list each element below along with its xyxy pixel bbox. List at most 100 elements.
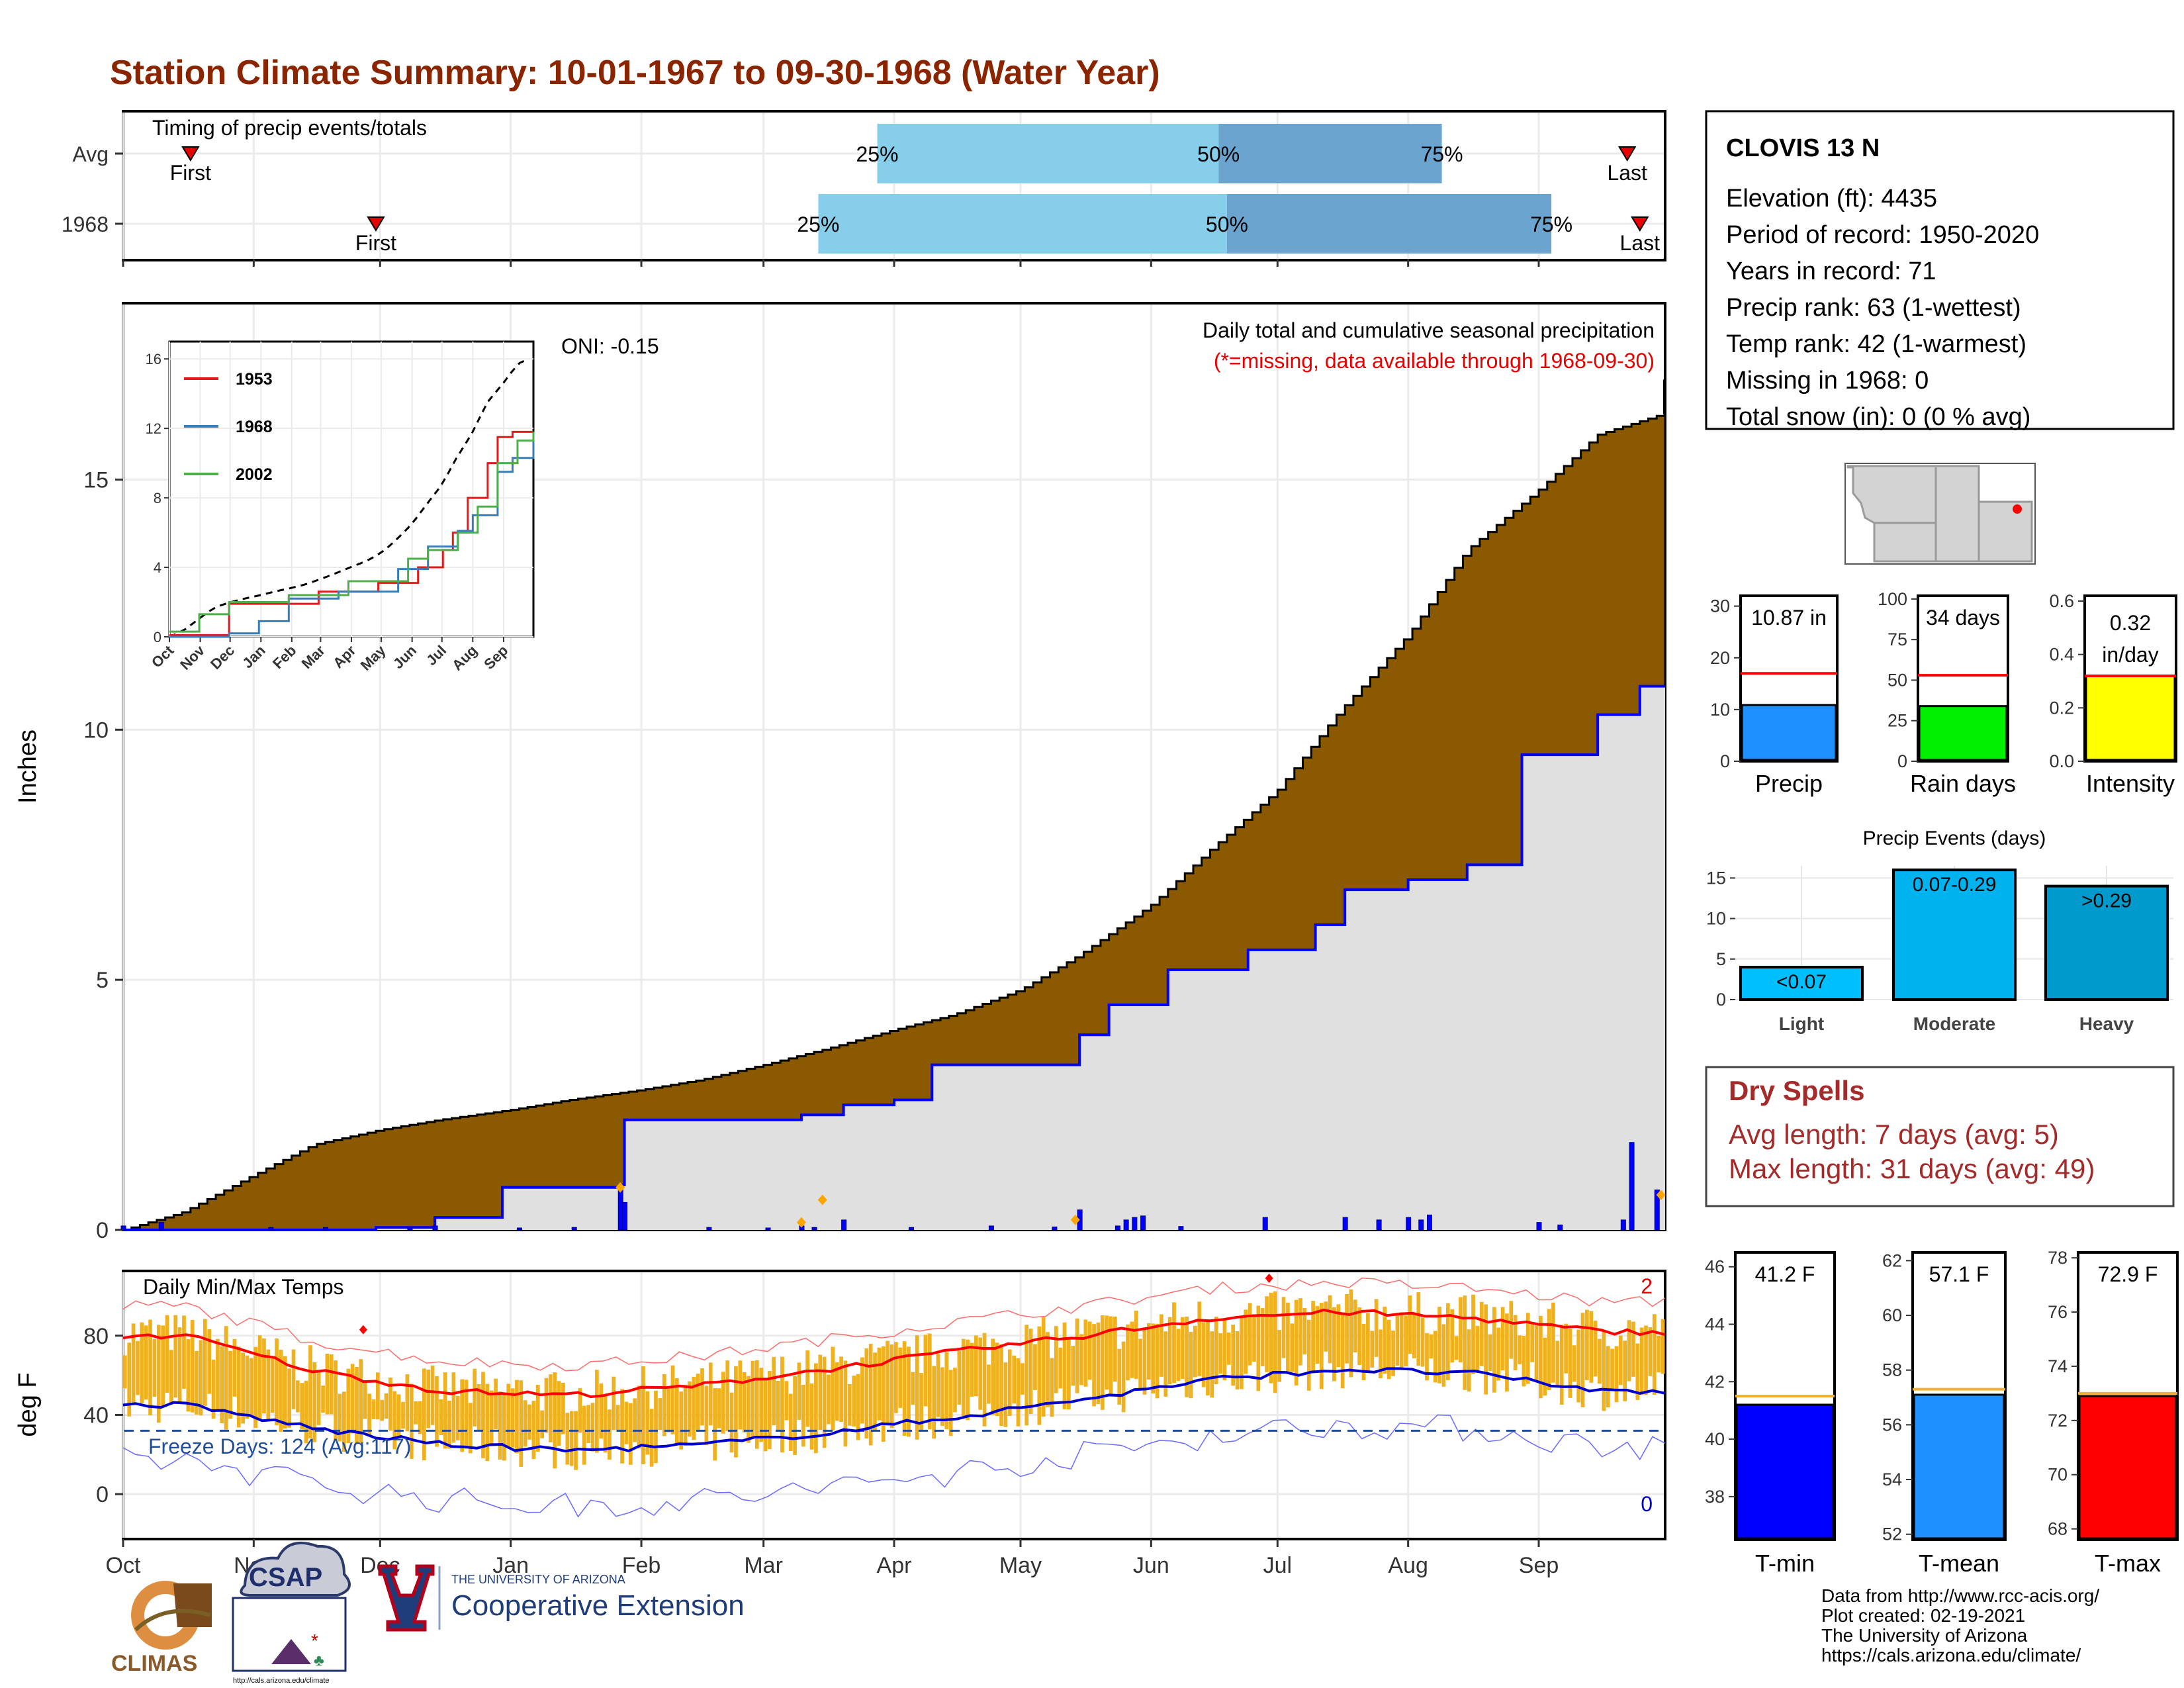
daily-precip-bar — [811, 1227, 817, 1231]
daily-temp-bar — [182, 1315, 186, 1389]
daily-temp-bar — [725, 1360, 730, 1432]
daily-temp-bar — [304, 1380, 308, 1444]
daily-temp-bar — [1277, 1330, 1282, 1382]
daily-temp-bar — [1007, 1349, 1012, 1416]
daily-temp-bar — [907, 1346, 911, 1437]
daily-temp-bar — [1606, 1346, 1610, 1408]
daily-temp-bar — [1260, 1308, 1265, 1366]
daily-temp-bar — [805, 1350, 810, 1427]
daily-temp-bar — [460, 1379, 465, 1452]
daily-precip-bar — [1115, 1225, 1120, 1231]
daily-temp-bar — [1315, 1305, 1320, 1364]
events-tick-label: 0 — [1716, 990, 1726, 1009]
daily-precip-bar — [158, 1222, 164, 1231]
inset-avg-line — [169, 358, 528, 638]
daily-temp-bar — [291, 1349, 296, 1409]
daily-temp-bar — [936, 1353, 940, 1417]
daily-temp-bar — [502, 1393, 506, 1461]
daily-temp-bar — [1429, 1334, 1433, 1359]
daily-temp-bar — [704, 1385, 709, 1446]
daily-precip-bar — [323, 1227, 329, 1231]
daily-temp-bar — [987, 1364, 991, 1404]
daily-temp-bar — [1450, 1309, 1455, 1363]
temp-bar-tick-label: 54 — [1882, 1470, 1902, 1489]
daily-temp-bar — [860, 1357, 864, 1424]
daily-temp-bar — [1160, 1314, 1163, 1377]
daily-temp-bar — [1290, 1323, 1295, 1372]
timing-panel: 25% 50% 75% First Last 25% 50% 75% First Last Tim… — [62, 110, 1666, 267]
daily-temp-bar — [932, 1366, 936, 1439]
page-title: Station Climate Summary: 10-01-1967 to 0… — [110, 54, 1160, 92]
daily-temp-bar — [1639, 1327, 1644, 1395]
mini-bar-value-text2: in/day — [2102, 643, 2158, 667]
daily-temp-bar — [165, 1315, 169, 1393]
daily-temp-bar — [405, 1374, 410, 1432]
daily-temp-bar — [574, 1411, 578, 1470]
daily-temp-bar — [346, 1368, 351, 1444]
daily-temp-bar — [633, 1398, 637, 1442]
daily-temp-bar — [948, 1370, 953, 1436]
temp-bar-value-text: 41.2 F — [1755, 1262, 1815, 1286]
daily-temp-bar — [1041, 1317, 1046, 1417]
daily-temp-bar — [662, 1374, 666, 1436]
daily-temp-bar — [768, 1371, 772, 1450]
daily-temp-bar — [1635, 1343, 1640, 1400]
daily-temp-bar — [708, 1362, 713, 1426]
record-high-count: 2 — [1641, 1274, 1653, 1298]
daily-temp-bar — [275, 1338, 279, 1426]
daily-temp-bar — [1412, 1314, 1416, 1359]
daily-temp-bar — [1146, 1323, 1151, 1380]
daily-temp-bar — [620, 1389, 624, 1464]
daily-temp-bar — [388, 1377, 392, 1431]
temp-ylabel: deg F — [14, 1372, 42, 1436]
daily-temp-bar — [498, 1391, 502, 1460]
daily-temp-bar — [1113, 1316, 1117, 1382]
daily-temp-bar — [578, 1387, 582, 1433]
inset-legend-label: 1968 — [236, 418, 273, 436]
daily-temp-bar — [439, 1399, 443, 1435]
daily-temp-bar — [754, 1360, 759, 1449]
events-range-label: <0.07 — [1776, 971, 1827, 993]
daily-temp-bar — [1391, 1331, 1395, 1376]
daily-temp-bar — [557, 1381, 561, 1446]
daily-temp-bar — [1226, 1333, 1231, 1365]
daily-temp-bar — [721, 1372, 725, 1434]
record-high-line — [122, 1277, 1666, 1372]
daily-temp-bar — [249, 1358, 253, 1415]
daily-temp-bar — [1218, 1333, 1222, 1374]
daily-temp-bar — [1420, 1317, 1425, 1367]
daily-temp-bar — [923, 1335, 928, 1407]
daily-temp-bar — [515, 1380, 519, 1454]
daily-temp-bar — [548, 1374, 553, 1442]
timing-q25-label: 25% — [797, 212, 839, 236]
mini-bar-label: Rain days — [1910, 770, 2016, 797]
events-range-label: 0.07-0.29 — [1913, 874, 1997, 896]
daily-temp-bar — [148, 1319, 152, 1415]
daily-temp-bar — [1513, 1315, 1518, 1371]
daily-temp-bar — [1559, 1325, 1564, 1405]
daily-temp-bar — [312, 1362, 317, 1442]
mini-bar-value — [1741, 704, 1837, 761]
temp-bar-tick-label: 76 — [2048, 1302, 2068, 1322]
daily-temp-bar — [422, 1368, 426, 1461]
mini-bar-tick-label: 0 — [1720, 751, 1730, 771]
inset-y-label: 4 — [154, 559, 161, 576]
daily-temp-bar — [1210, 1331, 1214, 1398]
daily-temp-bar — [1471, 1294, 1475, 1375]
csap-logo: CSAP * ♣ http://cals.arizona.edu/climate — [232, 1541, 351, 1685]
daily-temp-bar — [784, 1381, 789, 1421]
inset-legend-label: 1953 — [236, 370, 273, 389]
daily-temp-bar — [1610, 1348, 1614, 1391]
daily-temp-bar — [156, 1325, 161, 1423]
daily-temp-bar — [367, 1393, 371, 1436]
inset-legend-label: 2002 — [236, 465, 273, 484]
daily-temp-bar — [1585, 1309, 1589, 1380]
daily-temp-bar — [1547, 1309, 1551, 1391]
dry-spells-max: Max length: 31 days (avg: 49) — [1729, 1153, 2095, 1184]
daily-temp-bar — [1551, 1302, 1555, 1383]
daily-temp-bar — [1197, 1301, 1202, 1376]
daily-temp-bar — [262, 1338, 266, 1414]
mini-bar-tick-label: 0.6 — [2049, 591, 2074, 611]
mini-bar-tick-label: 0 — [1897, 751, 1907, 771]
daily-temp-bar — [1479, 1301, 1484, 1366]
